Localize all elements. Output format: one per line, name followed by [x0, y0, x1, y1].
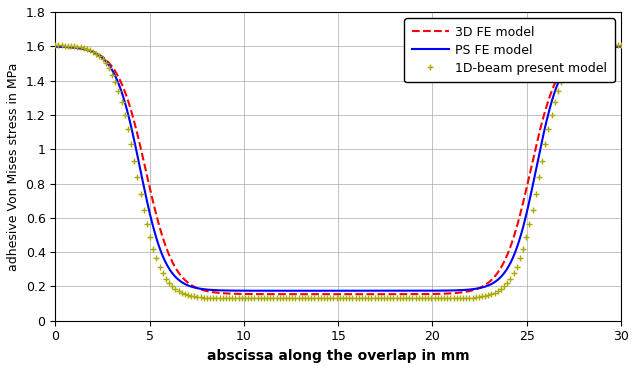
- 1D-beam present model: [118, 100, 125, 104]
- 1D-beam present model: [557, 80, 565, 84]
- PS FE model: [481, 285, 489, 289]
- PS FE model: [86, 48, 93, 53]
- 1D-beam present model: [602, 44, 609, 48]
- PS FE model: [618, 44, 625, 49]
- PS FE model: [413, 289, 420, 293]
- PS FE model: [52, 44, 59, 49]
- Y-axis label: adhesive Von Mises stress in MPa: adhesive Von Mises stress in MPa: [7, 62, 20, 270]
- 3D FE model: [481, 283, 489, 287]
- X-axis label: abscissa along the overlap in mm: abscissa along the overlap in mm: [207, 349, 469, 363]
- 3D FE model: [413, 292, 420, 296]
- PS FE model: [381, 289, 389, 293]
- Line: 3D FE model: 3D FE model: [55, 47, 621, 294]
- Legend: 3D FE model, PS FE model, 1D-beam present model: 3D FE model, PS FE model, 1D-beam presen…: [404, 18, 615, 82]
- 3D FE model: [396, 292, 403, 296]
- 3D FE model: [539, 115, 547, 120]
- PS FE model: [539, 133, 547, 138]
- 1D-beam present model: [333, 296, 340, 301]
- PS FE model: [334, 289, 342, 293]
- Line: 1D-beam present model: 1D-beam present model: [52, 43, 624, 301]
- 3D FE model: [334, 292, 342, 296]
- 3D FE model: [618, 44, 625, 49]
- 3D FE model: [52, 44, 59, 49]
- 1D-beam present model: [266, 296, 274, 301]
- 1D-beam present model: [52, 43, 59, 47]
- 1D-beam present model: [618, 43, 625, 47]
- 3D FE model: [381, 292, 389, 296]
- 3D FE model: [86, 48, 93, 53]
- 1D-beam present model: [169, 284, 176, 289]
- Line: PS FE model: PS FE model: [55, 47, 621, 291]
- PS FE model: [396, 289, 403, 293]
- 1D-beam present model: [61, 43, 69, 48]
